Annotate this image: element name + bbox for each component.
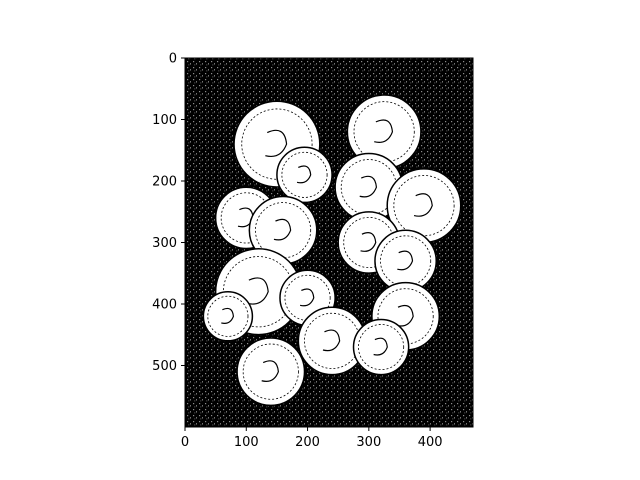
- coin: [276, 146, 333, 204]
- coin-relief: [360, 232, 377, 252]
- coin-rim: [393, 175, 455, 237]
- coin: [202, 291, 254, 342]
- coin-relief: [299, 288, 315, 307]
- y-tick-label: 500: [152, 359, 177, 374]
- y-axis: 0 100 200 300 400 500: [152, 52, 185, 374]
- coin-rim: [207, 295, 249, 337]
- coin-rim: [353, 101, 415, 163]
- coin-face: [236, 337, 306, 407]
- coin-rim: [242, 343, 299, 400]
- coin: [352, 318, 410, 376]
- plot-area: [184, 57, 474, 428]
- y-tick-label: 300: [152, 236, 177, 251]
- y-tick-label: 400: [152, 298, 177, 313]
- coin-rim: [255, 202, 312, 259]
- coin-relief: [397, 250, 414, 271]
- coin-rim: [241, 108, 313, 180]
- coin-relief: [359, 175, 378, 198]
- coin-relief: [396, 304, 414, 327]
- coin-rim: [377, 288, 434, 345]
- coin-relief: [322, 329, 341, 352]
- coins-layer: [202, 94, 462, 407]
- x-tick-label: 400: [418, 435, 443, 450]
- coin-relief: [296, 165, 312, 184]
- coin-relief: [261, 360, 279, 382]
- coin-rim: [284, 274, 331, 321]
- coin: [236, 337, 306, 407]
- y-tick-label: 200: [152, 175, 177, 190]
- coin-rim: [358, 324, 405, 371]
- coin-relief: [221, 307, 235, 324]
- coin-relief: [273, 218, 292, 241]
- x-tick-label: 0: [181, 435, 189, 450]
- coin: [346, 94, 422, 170]
- coin-relief: [373, 337, 388, 356]
- x-tick-label: 300: [356, 435, 381, 450]
- coin-relief: [246, 277, 269, 305]
- y-tick-label: 0: [169, 52, 177, 67]
- coin-rim: [281, 151, 328, 198]
- coin-face: [276, 146, 333, 204]
- y-tick-label: 100: [152, 113, 177, 128]
- coin-relief: [374, 119, 394, 143]
- coin-rim: [380, 235, 432, 287]
- coin-relief: [265, 129, 288, 158]
- x-axis: 0 100 200 300 400: [181, 427, 443, 450]
- coin-face: [202, 291, 254, 342]
- x-tick-label: 200: [295, 435, 320, 450]
- coin-face: [352, 318, 410, 376]
- x-tick-label: 100: [234, 435, 259, 450]
- coin: [374, 229, 437, 293]
- coin-relief: [413, 193, 433, 217]
